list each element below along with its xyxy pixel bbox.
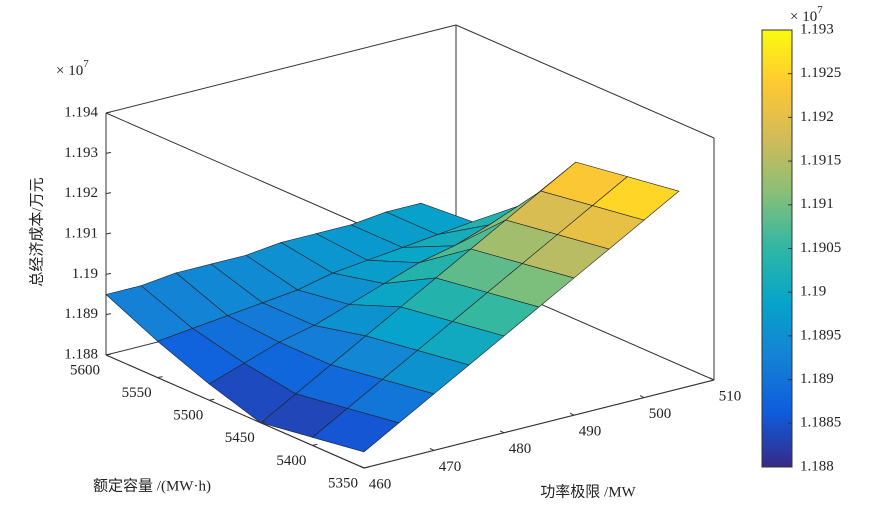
z-tick	[105, 272, 112, 275]
colorbar-tick-label: 1.1885	[800, 415, 841, 431]
colorbar-tick-label: 1.192	[800, 109, 834, 125]
z-tick	[105, 192, 112, 195]
colorbar-tick-label: 1.1895	[800, 327, 841, 343]
z-tick	[105, 232, 112, 235]
y-tick	[209, 398, 215, 401]
y-tick	[157, 376, 163, 379]
colorbar-tick-label: 1.189	[800, 371, 834, 387]
colorbar-tick-label: 1.1905	[800, 240, 841, 256]
y-axis-label: 额定容量 /(MW·h)	[93, 477, 211, 494]
colorbar-tick-label: 1.188	[800, 458, 834, 474]
colorbar	[761, 29, 793, 468]
z-tick-label: 1.192	[64, 185, 98, 201]
box-edge	[105, 354, 365, 469]
y-tick	[260, 421, 266, 424]
colorbar-tick-label: 1.19	[800, 284, 826, 300]
x-tick-label: 490	[579, 424, 602, 440]
colorbar-tick-label: 1.193	[800, 21, 834, 37]
x-tick	[429, 447, 435, 451]
x-tick	[639, 395, 645, 399]
y-tick-label: 5500	[173, 408, 203, 424]
x-tick-label: 500	[649, 406, 672, 422]
surface-patch	[311, 408, 400, 453]
colorbar-tick-label: 1.1915	[800, 153, 841, 169]
z-tick-label: 1.193	[64, 145, 98, 161]
z-tick-label: 1.191	[64, 225, 98, 241]
x-tick	[499, 430, 505, 434]
x-tick	[569, 412, 575, 416]
box-edge	[455, 24, 715, 139]
box-edge	[363, 379, 715, 469]
colorbar-tick-label: 1.1925	[800, 65, 841, 81]
y-tick-label: 5450	[225, 430, 255, 446]
x-tick-label: 510	[719, 388, 742, 404]
x-tick-label: 480	[509, 441, 532, 457]
y-tick-label: 5550	[122, 385, 152, 401]
box-edge	[105, 24, 457, 114]
z-exponent: × 107	[56, 58, 89, 80]
z-tick	[105, 151, 112, 154]
box-edge	[105, 112, 365, 227]
x-tick-label: 460	[369, 476, 392, 492]
z-tick-label: 1.19	[72, 266, 98, 282]
x-axis-label: 功率极限 /MW	[540, 483, 636, 500]
colorbar-exponent: × 107	[790, 4, 823, 26]
x-tick-label: 470	[439, 459, 462, 475]
x-tick	[359, 465, 365, 469]
z-tick-label: 1.189	[64, 306, 98, 322]
y-tick-label: 5350	[328, 475, 358, 491]
y-tick-label: 5600	[70, 362, 100, 378]
z-tick	[105, 313, 112, 316]
z-tick	[105, 353, 112, 356]
z-tick-label: 1.188	[64, 346, 98, 362]
y-tick	[312, 443, 318, 446]
colorbar-tick-label: 1.191	[800, 196, 834, 212]
y-tick-label: 5400	[276, 453, 306, 469]
y-tick	[363, 466, 370, 469]
z-tick-label: 1.194	[64, 104, 98, 120]
z-tick	[105, 111, 112, 114]
x-tick	[709, 377, 715, 381]
z-axis-label: 总经济成本/万元	[28, 177, 45, 286]
